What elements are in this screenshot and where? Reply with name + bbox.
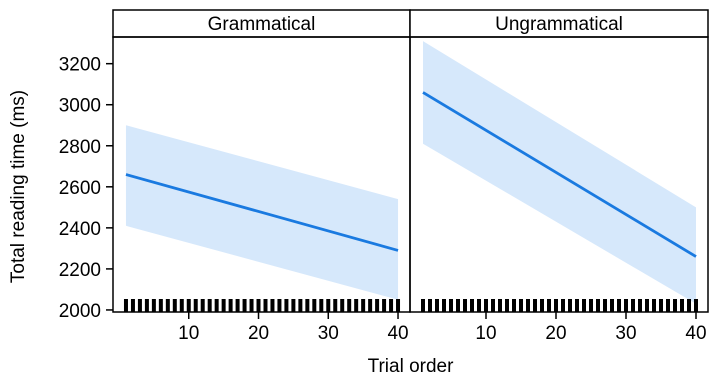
panel-frame (409, 36, 709, 313)
x-tick-label: 30 (615, 323, 636, 344)
confidence-band (423, 41, 696, 304)
x-axis-label: Trial order (368, 356, 455, 377)
y-tick-label: 2400 (59, 219, 101, 240)
y-tick-label: 2600 (59, 178, 101, 199)
x-tick-label: 10 (475, 323, 496, 344)
y-tick-label: 2000 (59, 301, 101, 322)
y-tick-label: 2800 (59, 137, 101, 158)
y-tick-label: 2200 (59, 260, 101, 281)
x-tick-label: 40 (685, 323, 706, 344)
x-tick-label: 10 (178, 323, 199, 344)
x-tick-label: 30 (318, 323, 339, 344)
panel-title: Ungrammatical (495, 14, 623, 35)
y-axis-label: Total reading time (ms) (8, 90, 29, 283)
panel-strip (409, 9, 709, 38)
x-axis: 10 20 30 40 (178, 312, 409, 344)
panel-grammatical: Grammatical 10 20 30 40 (112, 9, 411, 344)
fit-line (125, 173, 399, 252)
y-tick-label: 3000 (59, 96, 101, 117)
fit-line (422, 91, 697, 258)
x-axis: 10 20 30 40 (475, 312, 707, 344)
y-axis: 2000 2200 2400 2600 2800 3000 3200 (59, 55, 113, 322)
y-tick-label: 3200 (59, 55, 101, 76)
rug (123, 299, 401, 312)
rug (421, 299, 698, 312)
x-tick-label: 40 (387, 323, 408, 344)
panel-strip (112, 9, 411, 38)
panel-ungrammatical: Ungrammatical 10 20 30 40 (409, 9, 709, 344)
panel-title: Grammatical (208, 14, 316, 35)
x-tick-label: 20 (248, 323, 269, 344)
x-tick-label: 20 (545, 323, 566, 344)
